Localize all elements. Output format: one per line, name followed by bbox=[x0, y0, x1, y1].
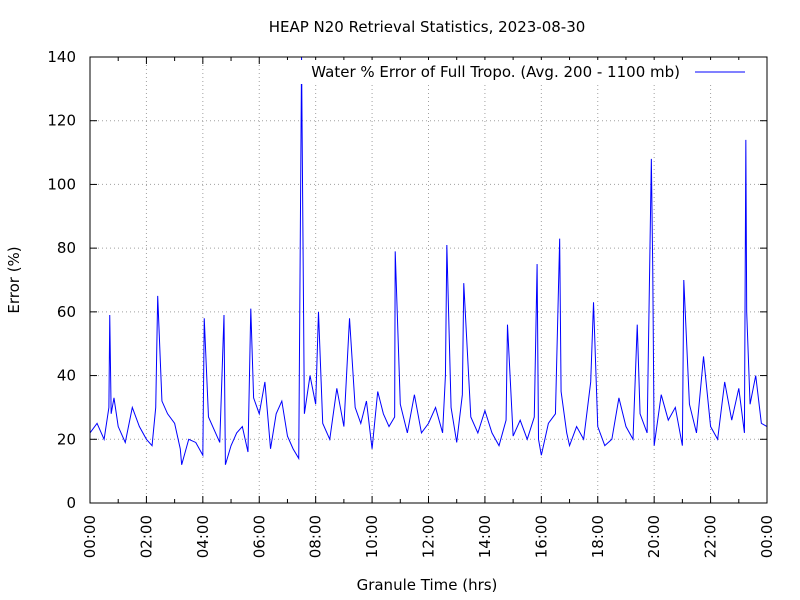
series-line bbox=[89, 56, 768, 465]
x-tick-label: 04:00 bbox=[194, 515, 212, 558]
y-tick-label: 80 bbox=[57, 239, 76, 257]
y-tick-label: 120 bbox=[47, 112, 76, 130]
x-tick-label: 16:00 bbox=[532, 515, 550, 558]
x-tick-label: 06:00 bbox=[250, 515, 268, 558]
y-tick-label: 20 bbox=[57, 430, 76, 448]
x-tick-label: 22:00 bbox=[702, 515, 720, 558]
x-tick-label: 08:00 bbox=[307, 515, 325, 558]
x-tick-label: 20:00 bbox=[645, 515, 663, 558]
y-tick-label: 140 bbox=[47, 48, 76, 66]
legend: Water % Error of Full Tropo. (Avg. 200 -… bbox=[280, 60, 760, 84]
series-layer bbox=[89, 56, 768, 465]
x-axis-label: Granule Time (hrs) bbox=[357, 576, 498, 594]
x-tick-label: 18:00 bbox=[589, 515, 607, 558]
x-tick-label: 00:00 bbox=[758, 515, 776, 558]
x-tick-label: 14:00 bbox=[476, 515, 494, 558]
x-tick-label: 00:00 bbox=[81, 515, 99, 558]
x-tick-label: 12:00 bbox=[420, 515, 438, 558]
legend-label: Water % Error of Full Tropo. (Avg. 200 -… bbox=[311, 63, 680, 81]
y-tick-label: 100 bbox=[47, 175, 76, 193]
plot-frame bbox=[89, 56, 768, 504]
grid-layer bbox=[90, 57, 767, 503]
y-tick-label: 40 bbox=[57, 367, 76, 385]
ticks-layer: 0 20 40 60 80 100 120 140 00:00 02:00 04:00 06:00 08… bbox=[47, 48, 776, 558]
x-tick-label: 02:00 bbox=[137, 515, 155, 558]
x-tick-label: 10:00 bbox=[363, 515, 381, 558]
legend-background bbox=[280, 60, 760, 84]
y-tick-label: 60 bbox=[57, 303, 76, 321]
y-axis-label: Error (%) bbox=[5, 246, 23, 313]
y-tick-label: 0 bbox=[66, 494, 76, 512]
chart-title: HEAP N20 Retrieval Statistics, 2023-08-3… bbox=[269, 18, 586, 36]
